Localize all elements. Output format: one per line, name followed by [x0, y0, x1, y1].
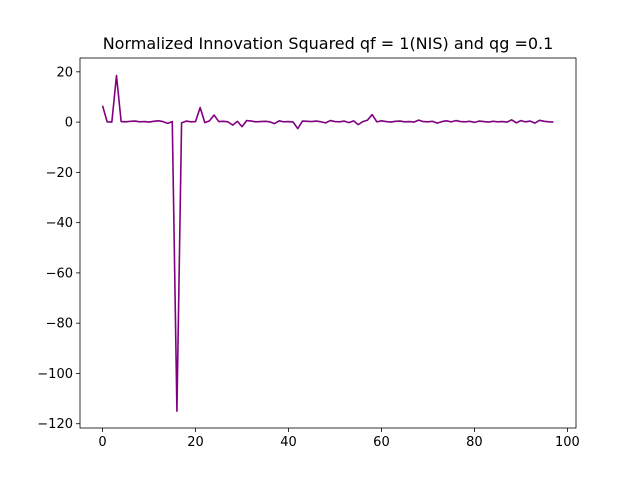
y-tick-label: −80: [46, 317, 73, 332]
x-tick-label: 60: [373, 435, 390, 450]
x-tick-label: 40: [280, 435, 297, 450]
y-tick-label: −20: [46, 166, 73, 181]
y-tick-label: −120: [37, 417, 73, 432]
y-tick-label: −60: [46, 266, 73, 281]
x-tick-label: 20: [187, 435, 204, 450]
x-tick-label: 100: [555, 435, 580, 450]
y-tick-label: 20: [56, 65, 73, 80]
y-axis: 20 0 −20 −40 −60 −80 −100 −120: [37, 65, 80, 432]
x-tick-label: 80: [466, 435, 483, 450]
chart-title: Normalized Innovation Squared qf = 1(NIS…: [103, 34, 554, 53]
y-tick-label: −40: [46, 216, 73, 231]
y-tick-label: −100: [37, 367, 73, 382]
y-tick-label: 0: [65, 116, 73, 131]
x-tick-label: 0: [98, 435, 106, 450]
series-line: [101, 74, 554, 412]
x-axis: 0 20 40 60 80 100: [98, 428, 580, 450]
plot-area: [79, 57, 577, 429]
